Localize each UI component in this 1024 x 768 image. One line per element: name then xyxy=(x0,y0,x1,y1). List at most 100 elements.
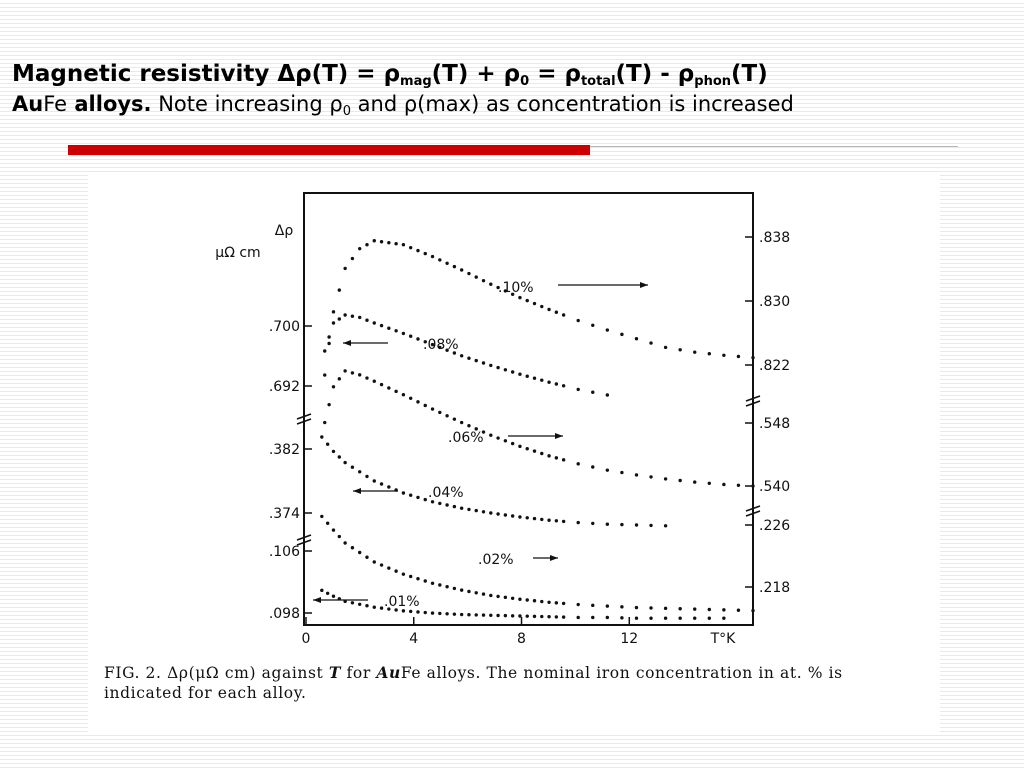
data-point xyxy=(401,609,406,613)
data-point xyxy=(474,508,478,513)
data-point xyxy=(540,304,544,309)
data-point xyxy=(474,613,478,617)
data-point xyxy=(423,403,427,408)
data-point xyxy=(693,607,697,611)
x-tick-label: 12 xyxy=(620,631,638,647)
note-text: and ρ(max) as concentration is increased xyxy=(350,92,794,116)
plot-border xyxy=(303,192,754,626)
data-point xyxy=(438,345,442,350)
title-line-1: Magnetic resistivity Δρ(T) = ρmag(T) + ρ… xyxy=(12,60,1012,88)
data-point xyxy=(337,534,342,539)
data-point xyxy=(605,615,610,620)
data-point xyxy=(438,583,442,587)
data-point xyxy=(323,420,327,425)
data-point xyxy=(481,592,486,596)
note-subscript-0: 0 xyxy=(342,104,351,119)
right-tick-label: .548 xyxy=(759,416,790,432)
right-tick-label: .218 xyxy=(759,580,790,596)
arrow-head xyxy=(555,433,563,439)
arrow-head xyxy=(640,282,648,288)
title-text: (T) xyxy=(731,61,768,87)
data-point xyxy=(481,278,486,283)
left-tick-label: .374 xyxy=(269,506,300,522)
data-point xyxy=(510,614,515,618)
data-point xyxy=(408,396,413,401)
right-tick-label: .838 xyxy=(759,230,790,246)
data-point xyxy=(467,507,471,512)
data-point xyxy=(467,589,471,594)
data-point xyxy=(547,307,551,312)
data-point xyxy=(445,612,449,616)
data-point xyxy=(430,581,435,585)
data-point xyxy=(379,482,384,486)
data-point xyxy=(649,616,653,620)
data-point xyxy=(394,389,398,394)
data-point xyxy=(394,608,398,612)
title-text: = ρ xyxy=(529,61,581,87)
data-point xyxy=(459,420,464,425)
data-point xyxy=(394,569,398,573)
data-series xyxy=(320,239,755,620)
data-point xyxy=(751,484,755,488)
data-point xyxy=(503,513,508,517)
data-point xyxy=(350,371,355,375)
data-point xyxy=(510,441,515,446)
title-text: (T) - ρ xyxy=(615,61,695,87)
data-point xyxy=(489,593,493,598)
data-point xyxy=(481,510,486,514)
data-point xyxy=(325,521,330,525)
data-point xyxy=(372,560,376,564)
data-point xyxy=(634,605,639,610)
data-point xyxy=(496,285,500,290)
data-point xyxy=(408,609,413,614)
data-point xyxy=(327,335,331,339)
data-point xyxy=(387,607,391,611)
data-point xyxy=(605,393,610,397)
data-point xyxy=(408,493,413,497)
data-point xyxy=(459,268,464,272)
data-point xyxy=(561,601,566,606)
axis-ticks xyxy=(304,236,753,625)
data-point xyxy=(408,245,413,250)
data-point xyxy=(379,563,384,567)
data-point xyxy=(452,612,457,616)
data-point xyxy=(510,292,515,296)
series-4 xyxy=(320,435,668,528)
data-point xyxy=(350,465,355,469)
data-point xyxy=(591,521,595,526)
data-point xyxy=(496,613,500,618)
data-point xyxy=(503,289,508,293)
data-point xyxy=(678,616,682,620)
data-point xyxy=(343,266,347,271)
data-point xyxy=(430,611,435,615)
fe-text: Fe xyxy=(43,92,68,116)
data-point xyxy=(416,337,420,341)
data-point xyxy=(591,603,595,608)
data-point xyxy=(401,243,406,247)
data-point xyxy=(678,348,682,352)
data-point xyxy=(496,436,500,440)
x-axis-label: T°K xyxy=(710,631,737,647)
data-point xyxy=(459,506,464,510)
data-point xyxy=(416,400,420,404)
data-point xyxy=(387,241,391,245)
data-point xyxy=(707,481,711,485)
data-point xyxy=(452,504,457,509)
data-point xyxy=(445,585,449,589)
caption-t: T xyxy=(328,663,342,682)
data-point xyxy=(331,594,336,598)
data-point xyxy=(576,318,580,323)
data-point xyxy=(518,515,522,519)
data-point xyxy=(430,407,435,411)
data-point xyxy=(481,430,486,434)
axis-labels: 0 4 8 12 T°K .700 .692 .382 .374 .106 .098 .838 .830… xyxy=(215,223,790,647)
data-point xyxy=(325,591,330,595)
data-point xyxy=(707,352,711,356)
series-5 xyxy=(320,514,755,613)
data-point xyxy=(350,546,355,550)
series-label: .10% xyxy=(498,280,534,296)
data-point xyxy=(401,572,406,576)
data-point xyxy=(350,256,355,261)
data-point xyxy=(707,616,711,620)
data-point xyxy=(620,522,624,527)
